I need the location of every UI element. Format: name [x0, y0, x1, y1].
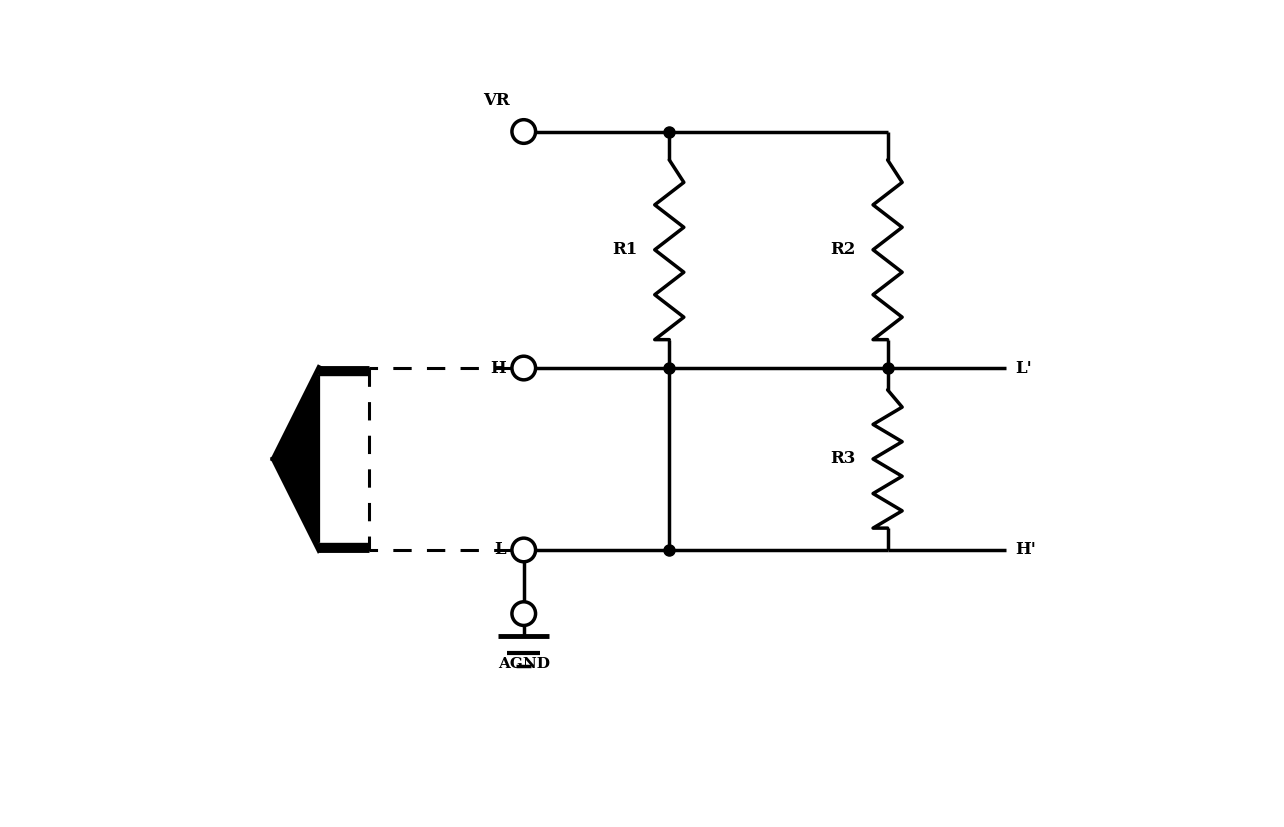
Polygon shape: [273, 375, 320, 543]
Text: L': L': [1014, 360, 1032, 376]
Text: L: L: [494, 542, 506, 558]
Polygon shape: [320, 543, 369, 550]
Polygon shape: [320, 368, 369, 375]
Text: H': H': [1014, 542, 1036, 558]
Text: H: H: [489, 360, 506, 376]
Text: VR: VR: [484, 92, 510, 109]
Text: R2: R2: [831, 241, 855, 258]
Text: R3: R3: [831, 451, 855, 467]
Text: AGND: AGND: [498, 657, 550, 672]
Text: R1: R1: [612, 241, 637, 258]
